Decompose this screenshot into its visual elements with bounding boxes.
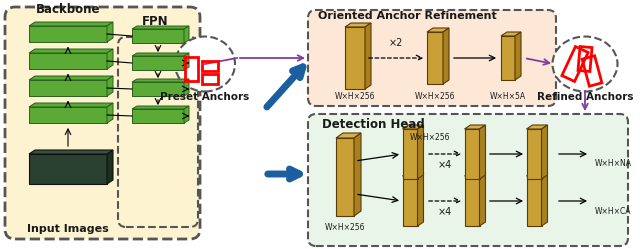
- Polygon shape: [107, 22, 113, 42]
- Polygon shape: [336, 133, 361, 138]
- Text: Refined Anchors: Refined Anchors: [537, 92, 633, 102]
- Polygon shape: [365, 23, 371, 89]
- Polygon shape: [403, 129, 417, 179]
- Polygon shape: [527, 176, 541, 226]
- Polygon shape: [465, 129, 479, 179]
- Text: ×4: ×4: [438, 207, 452, 217]
- Polygon shape: [29, 53, 107, 69]
- Polygon shape: [345, 27, 365, 89]
- Polygon shape: [132, 53, 189, 56]
- Polygon shape: [184, 26, 189, 43]
- Ellipse shape: [175, 37, 235, 91]
- Polygon shape: [29, 49, 113, 53]
- Text: W×H×256: W×H×256: [415, 91, 455, 101]
- Polygon shape: [443, 28, 449, 84]
- Polygon shape: [479, 125, 486, 179]
- Bar: [202, 61, 218, 71]
- Bar: [185, 57, 198, 81]
- Polygon shape: [29, 154, 107, 184]
- Polygon shape: [132, 106, 189, 109]
- Text: Detection Head: Detection Head: [322, 118, 425, 130]
- Polygon shape: [132, 29, 184, 43]
- Polygon shape: [29, 103, 113, 107]
- Polygon shape: [345, 23, 371, 27]
- Text: W×H×NA: W×H×NA: [595, 159, 632, 168]
- Text: W×H×256: W×H×256: [324, 223, 365, 232]
- Polygon shape: [527, 129, 541, 179]
- Polygon shape: [29, 22, 113, 26]
- Polygon shape: [465, 176, 479, 226]
- Polygon shape: [132, 26, 189, 29]
- Text: Backbone: Backbone: [36, 2, 100, 15]
- Polygon shape: [527, 125, 547, 129]
- Polygon shape: [501, 32, 521, 36]
- Polygon shape: [427, 28, 449, 32]
- Polygon shape: [132, 56, 184, 70]
- Text: Preset Anchors: Preset Anchors: [161, 92, 250, 102]
- Text: W×H×256: W×H×256: [410, 132, 451, 141]
- Polygon shape: [403, 176, 417, 226]
- Polygon shape: [527, 172, 547, 176]
- Polygon shape: [29, 26, 107, 42]
- Text: W×H×CA: W×H×CA: [595, 206, 632, 215]
- Polygon shape: [29, 107, 107, 123]
- Polygon shape: [184, 106, 189, 123]
- FancyBboxPatch shape: [118, 37, 198, 227]
- Polygon shape: [184, 53, 189, 70]
- Polygon shape: [107, 49, 113, 69]
- Polygon shape: [479, 172, 486, 226]
- Polygon shape: [336, 138, 354, 216]
- Polygon shape: [29, 150, 113, 154]
- Polygon shape: [29, 80, 107, 96]
- Text: ×4: ×4: [438, 160, 452, 170]
- Ellipse shape: [552, 37, 618, 91]
- Text: W×H×256: W×H×256: [335, 91, 375, 101]
- Polygon shape: [515, 32, 521, 80]
- Polygon shape: [465, 125, 486, 129]
- Polygon shape: [427, 32, 443, 84]
- Polygon shape: [541, 172, 547, 226]
- Polygon shape: [417, 172, 424, 226]
- Text: Input Images: Input Images: [27, 224, 109, 234]
- Polygon shape: [541, 125, 547, 179]
- Polygon shape: [132, 109, 184, 123]
- Bar: [202, 74, 218, 84]
- Text: Oriented Anchor Refinement: Oriented Anchor Refinement: [318, 11, 497, 21]
- Polygon shape: [403, 172, 424, 176]
- FancyBboxPatch shape: [5, 7, 200, 239]
- Text: W×H×5A: W×H×5A: [490, 91, 526, 101]
- Polygon shape: [107, 76, 113, 96]
- Polygon shape: [417, 125, 424, 179]
- Text: ×2: ×2: [389, 38, 403, 48]
- Polygon shape: [501, 36, 515, 80]
- Polygon shape: [132, 79, 189, 82]
- FancyBboxPatch shape: [308, 10, 556, 106]
- Polygon shape: [184, 79, 189, 96]
- Polygon shape: [403, 125, 424, 129]
- Text: FPN: FPN: [141, 14, 168, 27]
- Polygon shape: [107, 150, 113, 184]
- Polygon shape: [465, 172, 486, 176]
- Polygon shape: [354, 133, 361, 216]
- FancyBboxPatch shape: [308, 114, 628, 246]
- Polygon shape: [132, 82, 184, 96]
- Polygon shape: [107, 103, 113, 123]
- Polygon shape: [29, 76, 113, 80]
